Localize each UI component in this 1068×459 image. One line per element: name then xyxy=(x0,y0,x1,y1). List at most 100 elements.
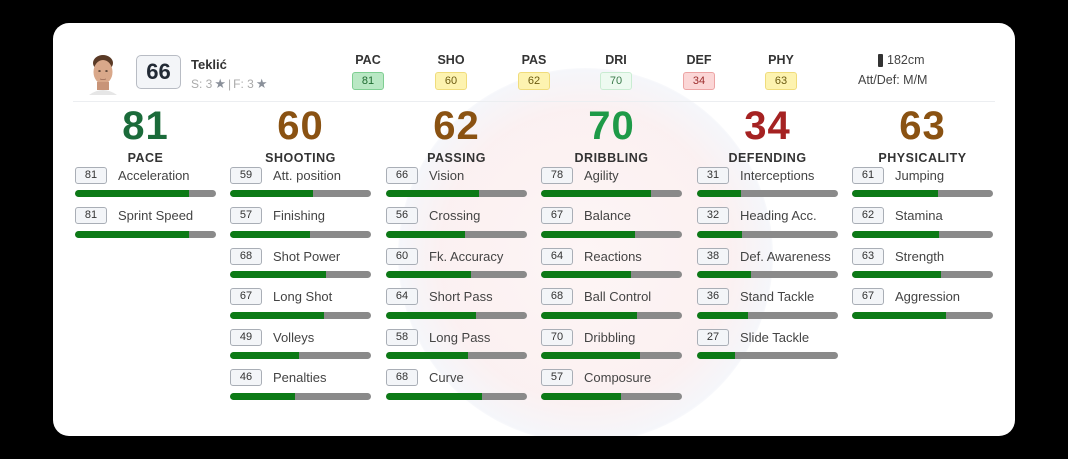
attribute-row: 38 Def. Awareness xyxy=(697,246,838,265)
attribute-name: Stand Tackle xyxy=(740,289,815,304)
attribute-item: 81 Acceleration xyxy=(75,165,216,206)
header-stat-label: PAC xyxy=(355,53,381,67)
attribute-progress-fill xyxy=(541,271,632,278)
header-stat-label: DRI xyxy=(605,53,627,67)
attribute-value: 57 xyxy=(541,369,573,386)
attribute-item: 60 Fk. Accuracy xyxy=(386,246,527,287)
attribute-item: 61 Jumping xyxy=(852,165,993,206)
attribute-progress-fill xyxy=(386,271,471,278)
star-icon: ★ xyxy=(255,76,268,91)
attribute-row: 68 Shot Power xyxy=(230,246,371,265)
attribute-item: 31 Interceptions xyxy=(697,165,838,206)
attribute-progress-fill xyxy=(541,392,622,400)
attribute-item: 66 Vision xyxy=(386,165,527,206)
attribute-progress-bar xyxy=(75,230,216,238)
attribute-row: 81 Acceleration xyxy=(75,165,216,184)
attribute-item: 59 Att. position xyxy=(230,165,371,206)
attribute-item: 68 Ball Control xyxy=(541,287,682,328)
attribute-row: 81 Sprint Speed xyxy=(75,206,216,224)
attribute-progress-bar xyxy=(697,271,838,278)
attribute-item: 64 Short Pass xyxy=(386,287,527,328)
attribute-item: 64 Reactions xyxy=(541,246,682,287)
category-name: PASSING xyxy=(427,151,486,165)
attribute-value: 78 xyxy=(541,166,573,184)
player-avatar xyxy=(89,55,117,95)
physical-info: 182cm Att/Def: M/M xyxy=(858,53,927,87)
attribute-row: 57 Finishing xyxy=(230,206,371,224)
attribute-item: 67 Aggression xyxy=(852,287,993,328)
attribute-name: Volleys xyxy=(273,329,315,345)
attribute-name: Penalties xyxy=(273,370,327,385)
attribute-name: Balance xyxy=(584,208,631,223)
attribute-progress-bar xyxy=(697,230,838,238)
attribute-name: Reactions xyxy=(584,248,642,264)
attribute-progress-fill xyxy=(230,392,295,400)
category-rating: 34 xyxy=(744,104,791,148)
attribute-item: 67 Long Shot xyxy=(230,287,371,328)
attribute-progress-fill xyxy=(541,230,636,238)
attribute-name: Curve xyxy=(429,370,464,385)
category-rating: 60 xyxy=(277,104,324,148)
attribute-value: 56 xyxy=(386,207,418,224)
attribute-item: 67 Balance xyxy=(541,206,682,247)
attribute-item: 32 Heading Acc. xyxy=(697,206,838,247)
header-stat-label: DEF xyxy=(686,53,712,67)
attribute-progress-fill xyxy=(386,190,480,197)
attribute-name: Long Pass xyxy=(429,329,491,345)
attribute-value: 36 xyxy=(697,288,729,305)
category-rating: 62 xyxy=(433,104,480,148)
attribute-value: 68 xyxy=(386,369,418,386)
category-column-pace: 81 PACE 81 Acceleration 81 Sprint Speed xyxy=(75,103,216,246)
header-stat-dri: DRI 70 xyxy=(586,53,646,90)
attribute-progress-bar xyxy=(230,190,371,197)
attribute-name: Def. Awareness xyxy=(740,248,831,264)
attribute-name: Stamina xyxy=(895,208,943,223)
category-rating: 81 xyxy=(122,104,169,148)
attribute-value: 67 xyxy=(852,288,884,305)
attribute-row: 67 Balance xyxy=(541,206,682,224)
attribute-progress-bar xyxy=(386,190,527,197)
attribute-name: Composure xyxy=(584,370,652,385)
category-name: PHYSICALITY xyxy=(878,151,967,165)
attribute-value: 67 xyxy=(230,288,262,305)
header-stat-def: DEF 34 xyxy=(669,53,729,90)
attribute-item: 49 Volleys xyxy=(230,327,371,368)
attribute-progress-bar xyxy=(230,230,371,238)
attribute-name: Att. position xyxy=(273,167,341,183)
header-stat-pas: PAS 62 xyxy=(504,53,564,90)
attribute-value: 62 xyxy=(852,207,884,224)
height-info: 182cm xyxy=(878,53,927,67)
header-stat-pac: PAC 81 xyxy=(338,53,398,90)
attribute-row: 64 Short Pass xyxy=(386,287,527,305)
category-column-physicality: 63 PHYSICALITY 61 Jumping 62 Stamina 63 Strengt… xyxy=(852,103,993,327)
attribute-progress-bar xyxy=(386,311,527,319)
attribute-progress-fill xyxy=(230,311,325,319)
attribute-progress-bar xyxy=(386,392,527,400)
category-rating: 70 xyxy=(588,104,635,148)
attribute-progress-bar xyxy=(852,271,993,278)
attribute-value: 64 xyxy=(541,247,573,265)
attribute-progress-fill xyxy=(852,271,941,278)
attribute-progress-bar xyxy=(230,392,371,400)
attribute-name: Sprint Speed xyxy=(118,208,194,223)
attribute-name: Crossing xyxy=(429,208,481,223)
skill-weakfoot-info: S: 3 ★ | F: 3 ★ xyxy=(191,76,267,92)
attribute-value: 68 xyxy=(541,288,573,305)
attribute-progress-bar xyxy=(386,230,527,238)
attribute-name: Agility xyxy=(584,167,619,183)
attribute-progress-fill xyxy=(852,230,940,238)
header-stat-label: SHO xyxy=(437,53,465,67)
attribute-value: 46 xyxy=(230,369,262,386)
attribute-progress-bar xyxy=(541,230,682,238)
player-stats-card: 66 Teklić S: 3 ★ | F: 3 ★ PAC 81 SHO 60 … xyxy=(53,23,1015,436)
attribute-value: 60 xyxy=(386,247,418,265)
attribute-value: 31 xyxy=(697,166,729,184)
attribute-value: 32 xyxy=(697,207,729,224)
attribute-item: 56 Crossing xyxy=(386,206,527,247)
attribute-progress-fill xyxy=(75,230,190,238)
attribute-row: 66 Vision xyxy=(386,165,527,184)
attribute-progress-fill xyxy=(541,311,637,319)
header-stat-value: 60 xyxy=(435,72,467,90)
attribute-value: 59 xyxy=(230,166,262,184)
attribute-progress-bar xyxy=(230,352,371,359)
